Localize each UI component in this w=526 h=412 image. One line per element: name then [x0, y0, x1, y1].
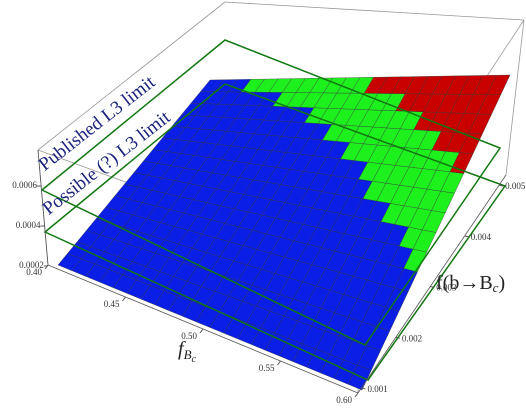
x-tick-label: 0.40 — [26, 267, 42, 277]
limit-planes — [40, 39, 507, 381]
box-edge — [37, 1, 226, 151]
y-tick — [464, 235, 469, 238]
x-tick — [277, 360, 281, 366]
z-tick-label: 0.0006 — [12, 180, 37, 190]
y-tick-label: 0.005 — [505, 181, 526, 191]
surface-cell — [486, 74, 511, 95]
possible-limit-plane — [43, 83, 507, 381]
x-tick — [354, 392, 359, 398]
x-tick-label: 0.50 — [181, 331, 197, 341]
x-label-subsub: c — [192, 354, 197, 365]
x-tick-label: 0.45 — [104, 299, 120, 309]
x-axis-label: fBc — [178, 338, 197, 366]
box-edge — [505, 19, 525, 176]
box-edge — [224, 1, 525, 21]
y-tick — [498, 184, 504, 187]
y-tick — [395, 336, 400, 339]
x-tick-label: 0.60 — [336, 395, 352, 405]
x-tick-label: 0.55 — [259, 363, 275, 373]
z-tick-label: 0.0004 — [16, 220, 41, 230]
y-axis — [357, 174, 507, 394]
y-label-end: ) — [498, 272, 505, 294]
y-tick — [361, 387, 366, 390]
z-tick-label: 0.0002 — [19, 260, 44, 270]
x-label-sub: B — [184, 347, 192, 362]
y-tick-label: 0.004 — [471, 232, 492, 242]
y-tick-label: 0.003 — [436, 283, 457, 293]
y-tick — [430, 286, 435, 289]
x-label-main: f — [178, 338, 186, 360]
x-tick — [199, 328, 204, 334]
surface — [57, 74, 511, 391]
y-tick-label: 0.002 — [402, 333, 422, 343]
published-limit-plane — [40, 39, 502, 346]
x-tick — [122, 296, 126, 302]
y-label-sub: c — [493, 280, 499, 295]
y-label-main: f(b→B — [436, 272, 493, 294]
y-axis-label: f(b→Bc) — [436, 272, 505, 295]
z-axis — [37, 149, 49, 266]
y-tick-label: 0.001 — [367, 384, 387, 394]
